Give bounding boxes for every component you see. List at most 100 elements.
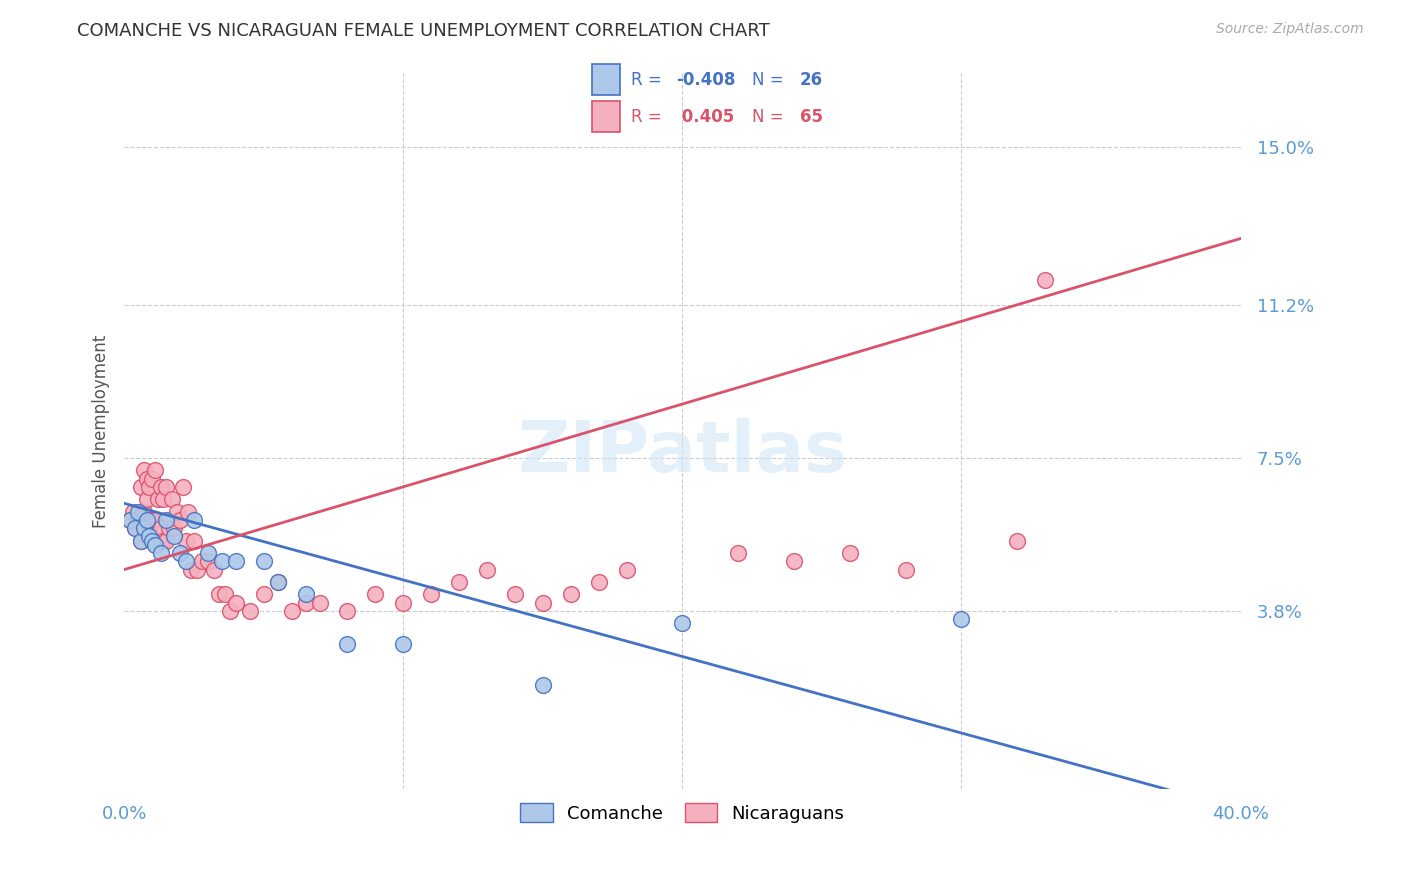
Text: COMANCHE VS NICARAGUAN FEMALE UNEMPLOYMENT CORRELATION CHART: COMANCHE VS NICARAGUAN FEMALE UNEMPLOYME… (77, 22, 770, 40)
Point (208, 587, 231, 601)
Text: 65: 65 (800, 108, 823, 126)
Text: N =: N = (752, 108, 789, 126)
Point (124, 521, 146, 535)
Point (169, 546, 191, 560)
Text: 26: 26 (800, 70, 823, 88)
Point (138, 529, 160, 543)
Point (149, 546, 172, 560)
Point (129, 533, 152, 548)
Text: ZIPatlas: ZIPatlas (517, 418, 848, 487)
Point (132, 463, 155, 477)
Point (560, 587, 582, 601)
Point (1033, 273, 1056, 287)
Point (727, 546, 749, 560)
Point (138, 480, 160, 494)
Text: R =: R = (631, 108, 668, 126)
Point (132, 521, 155, 535)
Point (186, 563, 208, 577)
Point (183, 533, 205, 548)
Point (135, 492, 157, 507)
Point (420, 587, 443, 601)
Point (118, 513, 141, 527)
Point (211, 554, 233, 568)
Text: Source: ZipAtlas.com: Source: ZipAtlas.com (1216, 22, 1364, 37)
Point (160, 492, 183, 507)
Point (174, 554, 197, 568)
Point (127, 513, 149, 527)
Point (588, 574, 610, 589)
Point (183, 513, 205, 527)
Point (336, 604, 359, 618)
Point (239, 604, 262, 618)
Point (219, 604, 242, 618)
Point (121, 505, 143, 519)
Point (294, 587, 316, 601)
Point (166, 505, 188, 519)
Point (149, 480, 172, 494)
Point (132, 505, 155, 519)
Point (308, 596, 330, 610)
Point (141, 513, 163, 527)
Point (152, 492, 174, 507)
Point (671, 616, 693, 631)
Point (127, 505, 149, 519)
Point (1007, 533, 1029, 548)
Point (129, 480, 152, 494)
Point (267, 574, 290, 589)
Point (141, 533, 163, 548)
Text: N =: N = (752, 70, 789, 88)
Point (197, 554, 219, 568)
Point (129, 533, 152, 548)
Point (177, 505, 200, 519)
Point (143, 513, 166, 527)
Point (214, 587, 236, 601)
FancyBboxPatch shape (592, 102, 620, 132)
Point (253, 587, 276, 601)
Point (149, 521, 172, 535)
Point (392, 596, 415, 610)
Point (503, 587, 526, 601)
Point (155, 480, 177, 494)
Point (143, 463, 166, 477)
Point (191, 554, 214, 568)
Point (146, 533, 169, 548)
Point (531, 678, 554, 692)
Point (155, 533, 177, 548)
Text: R =: R = (631, 70, 668, 88)
Point (163, 521, 186, 535)
Point (392, 637, 415, 651)
Point (124, 521, 146, 535)
Point (157, 521, 180, 535)
Point (475, 563, 498, 577)
Point (143, 538, 166, 552)
Point (135, 471, 157, 485)
Point (163, 529, 186, 543)
Point (531, 596, 554, 610)
Point (783, 554, 806, 568)
Point (146, 492, 169, 507)
Point (616, 563, 638, 577)
Legend: Comanche, Nicaraguans: Comanche, Nicaraguans (513, 797, 852, 830)
Point (169, 513, 191, 527)
Text: -0.408: -0.408 (676, 70, 735, 88)
Point (141, 471, 163, 485)
Point (838, 546, 860, 560)
Point (202, 563, 225, 577)
Point (152, 533, 174, 548)
Text: 0.405: 0.405 (676, 108, 734, 126)
Point (950, 612, 973, 626)
Point (180, 563, 202, 577)
Point (364, 587, 387, 601)
Point (225, 596, 247, 610)
Point (197, 546, 219, 560)
Point (172, 480, 194, 494)
Y-axis label: Female Unemployment: Female Unemployment (93, 334, 110, 527)
Point (449, 574, 471, 589)
Point (138, 521, 160, 535)
Point (894, 563, 917, 577)
Point (280, 604, 302, 618)
Point (253, 554, 276, 568)
Point (118, 513, 141, 527)
Point (294, 596, 316, 610)
Point (155, 513, 177, 527)
